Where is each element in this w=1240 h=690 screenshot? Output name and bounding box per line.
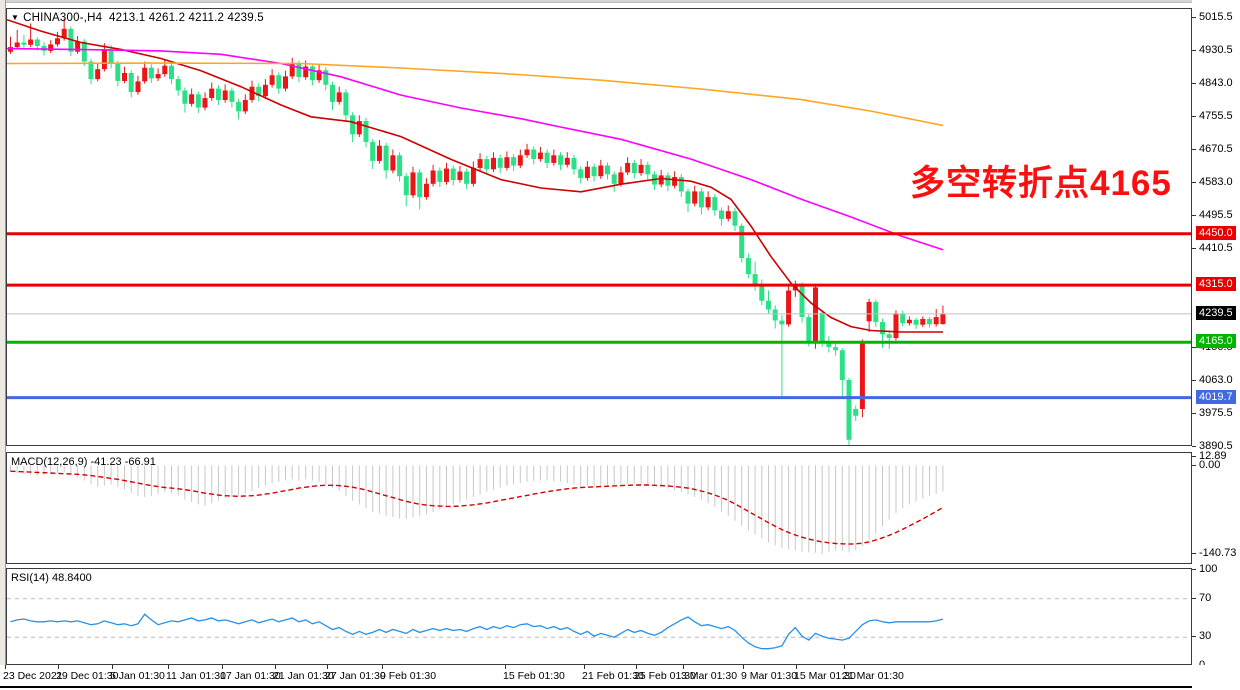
price-axis-label: 4583.0 <box>1199 176 1233 189</box>
axis-tick-mark <box>1192 456 1196 457</box>
time-axis-label: 27 Jan 01:30 <box>325 670 386 682</box>
macd-axis-label: 12.89 <box>1199 450 1227 463</box>
axis-tick-mark <box>1192 569 1196 570</box>
axis-tick-mark <box>1192 465 1196 466</box>
axis-tick-mark <box>1192 598 1196 599</box>
axis-tick-mark <box>1192 83 1196 84</box>
price-axis-label: 4410.5 <box>1199 241 1233 254</box>
time-axis[interactable]: 23 Dec 2021 29 Dec 01:30 5 Jan 01:30 11 Jan… <box>0 665 1240 690</box>
rsi-chart-canvas[interactable] <box>7 569 1191 664</box>
time-axis-tick <box>844 665 845 669</box>
symbol-ohlc-line: ▼ CHINA300-,H4 4213.1 4261.2 4211.2 4239.… <box>11 12 264 24</box>
time-axis-label: 29 Dec 01:30 <box>56 670 119 682</box>
time-axis-tick <box>168 665 169 669</box>
horizontal-level-lines[interactable] <box>7 232 1191 400</box>
time-axis-tick <box>683 665 684 669</box>
time-axis-label: 11 Jan 01:30 <box>166 670 226 682</box>
chevron-down-icon[interactable]: ▼ <box>11 13 20 22</box>
time-axis-tick <box>5 665 6 669</box>
price-axis-gutter[interactable]: 5015.5 4930.5 4843.0 4755.5 4670.5 4583.0 4495… <box>1192 0 1240 690</box>
axis-tick-mark <box>1192 446 1196 447</box>
time-axis-tick <box>275 665 276 669</box>
rsi-indicator-panel[interactable]: RSI(14) 48.8400 <box>6 568 1192 665</box>
ohlc-values: 4213.1 4261.2 4211.2 4239.5 <box>109 12 264 24</box>
axis-tick-mark <box>1192 380 1196 381</box>
price-axis-label: 4495.5 <box>1199 209 1233 222</box>
ma-slow-orange <box>7 62 944 127</box>
axis-tick-mark <box>1192 116 1196 117</box>
time-axis-label: 21 Mar 01:30 <box>842 670 904 682</box>
rsi-label: RSI(14) 48.8400 <box>11 572 92 584</box>
price-level-badge: 4315.0 <box>1196 277 1236 292</box>
price-axis-label: 3975.5 <box>1199 407 1233 420</box>
rsi-value: 48.8400 <box>51 572 92 584</box>
time-axis-tick <box>505 665 506 669</box>
axis-tick-mark <box>1192 182 1196 183</box>
axis-tick-mark <box>1192 215 1196 216</box>
macd-axis-label: 0.00 <box>1199 458 1221 471</box>
price-axis-label: 4930.5 <box>1199 43 1233 56</box>
time-axis-tick <box>112 665 113 669</box>
macd-label: MACD(12,26,9) -41.23 -66.91 <box>11 456 156 468</box>
axis-tick-mark <box>1192 17 1196 18</box>
axis-tick-mark <box>1192 413 1196 414</box>
axis-tick-mark <box>1192 248 1196 249</box>
time-axis-label: 9 Mar 01:30 <box>741 670 798 682</box>
ma-fast-red <box>7 18 943 333</box>
time-axis-label: 9 Feb 01:30 <box>380 670 437 682</box>
ma-mid-magenta <box>7 47 944 251</box>
price-axis-label: 4063.0 <box>1199 374 1233 387</box>
price-axis-label: 3890.5 <box>1199 439 1233 452</box>
macd-signal-line <box>10 470 944 545</box>
macd-axis-label: -140.73 <box>1199 547 1237 559</box>
price-axis-label: 4670.5 <box>1199 142 1233 155</box>
axis-tick-mark <box>1192 553 1196 554</box>
candlestick-chart-canvas[interactable] <box>7 9 1191 445</box>
time-axis-label: 17 Jan 01:30 <box>220 670 281 682</box>
rsi-line <box>10 613 944 650</box>
time-axis-tick <box>327 665 328 669</box>
axis-tick-mark <box>1192 636 1196 637</box>
time-axis-tick <box>636 665 637 669</box>
time-axis-label: 23 Dec 2021 <box>3 670 63 682</box>
rsi-axis-label: 30 <box>1199 630 1212 643</box>
symbol-period-label: CHINA300-,H4 <box>23 12 103 24</box>
time-axis-label: 21 Jan 01:30 <box>273 670 334 682</box>
macd-values: -41.23 -66.91 <box>90 456 156 468</box>
time-axis-tick <box>222 665 223 669</box>
time-axis-label: 15 Feb 01:30 <box>503 670 565 682</box>
time-axis-tick <box>743 665 744 669</box>
time-axis-label: 25 Feb 01:30 <box>634 670 696 682</box>
time-axis-tick <box>796 665 797 669</box>
time-axis-tick <box>382 665 383 669</box>
rsi-axis-label: 70 <box>1199 591 1212 604</box>
annotation-text[interactable]: 多空转折点4165 <box>910 164 1172 203</box>
time-axis-label: 5 Jan 01:30 <box>110 670 165 682</box>
time-axis-separator <box>0 686 1192 688</box>
axis-tick-mark <box>1192 347 1196 348</box>
candles-layer <box>8 18 946 445</box>
window-top-border <box>0 0 1240 3</box>
time-axis-tick <box>584 665 585 669</box>
time-axis-tick <box>58 665 59 669</box>
time-axis-label: 3 Mar 01:30 <box>681 670 738 682</box>
price-axis-label: 4755.5 <box>1199 110 1233 123</box>
macd-histogram <box>10 465 944 554</box>
time-axis-label: 21 Feb 01:30 <box>582 670 644 682</box>
macd-indicator-panel[interactable]: MACD(12,26,9) -41.23 -66.91 <box>6 452 1192 564</box>
price-axis-label: 5015.5 <box>1199 11 1233 24</box>
window-left-border <box>0 0 6 690</box>
main-chart-panel[interactable]: ▼ CHINA300-,H4 4213.1 4261.2 4211.2 4239.… <box>6 8 1192 446</box>
price-axis-label: 4843.0 <box>1199 77 1233 89</box>
price-level-badge: 4450.0 <box>1196 225 1236 240</box>
axis-tick-mark <box>1192 50 1196 51</box>
rsi-axis-label: 100 <box>1199 563 1218 575</box>
price-level-badge: 4239.5 <box>1196 305 1236 320</box>
price-level-badge: 4019.7 <box>1196 389 1236 404</box>
macd-chart-canvas[interactable] <box>7 453 1191 563</box>
time-axis-label: 15 Mar 01:30 <box>794 670 856 682</box>
price-level-badge: 4165.0 <box>1196 334 1236 349</box>
axis-tick-mark <box>1192 149 1196 150</box>
